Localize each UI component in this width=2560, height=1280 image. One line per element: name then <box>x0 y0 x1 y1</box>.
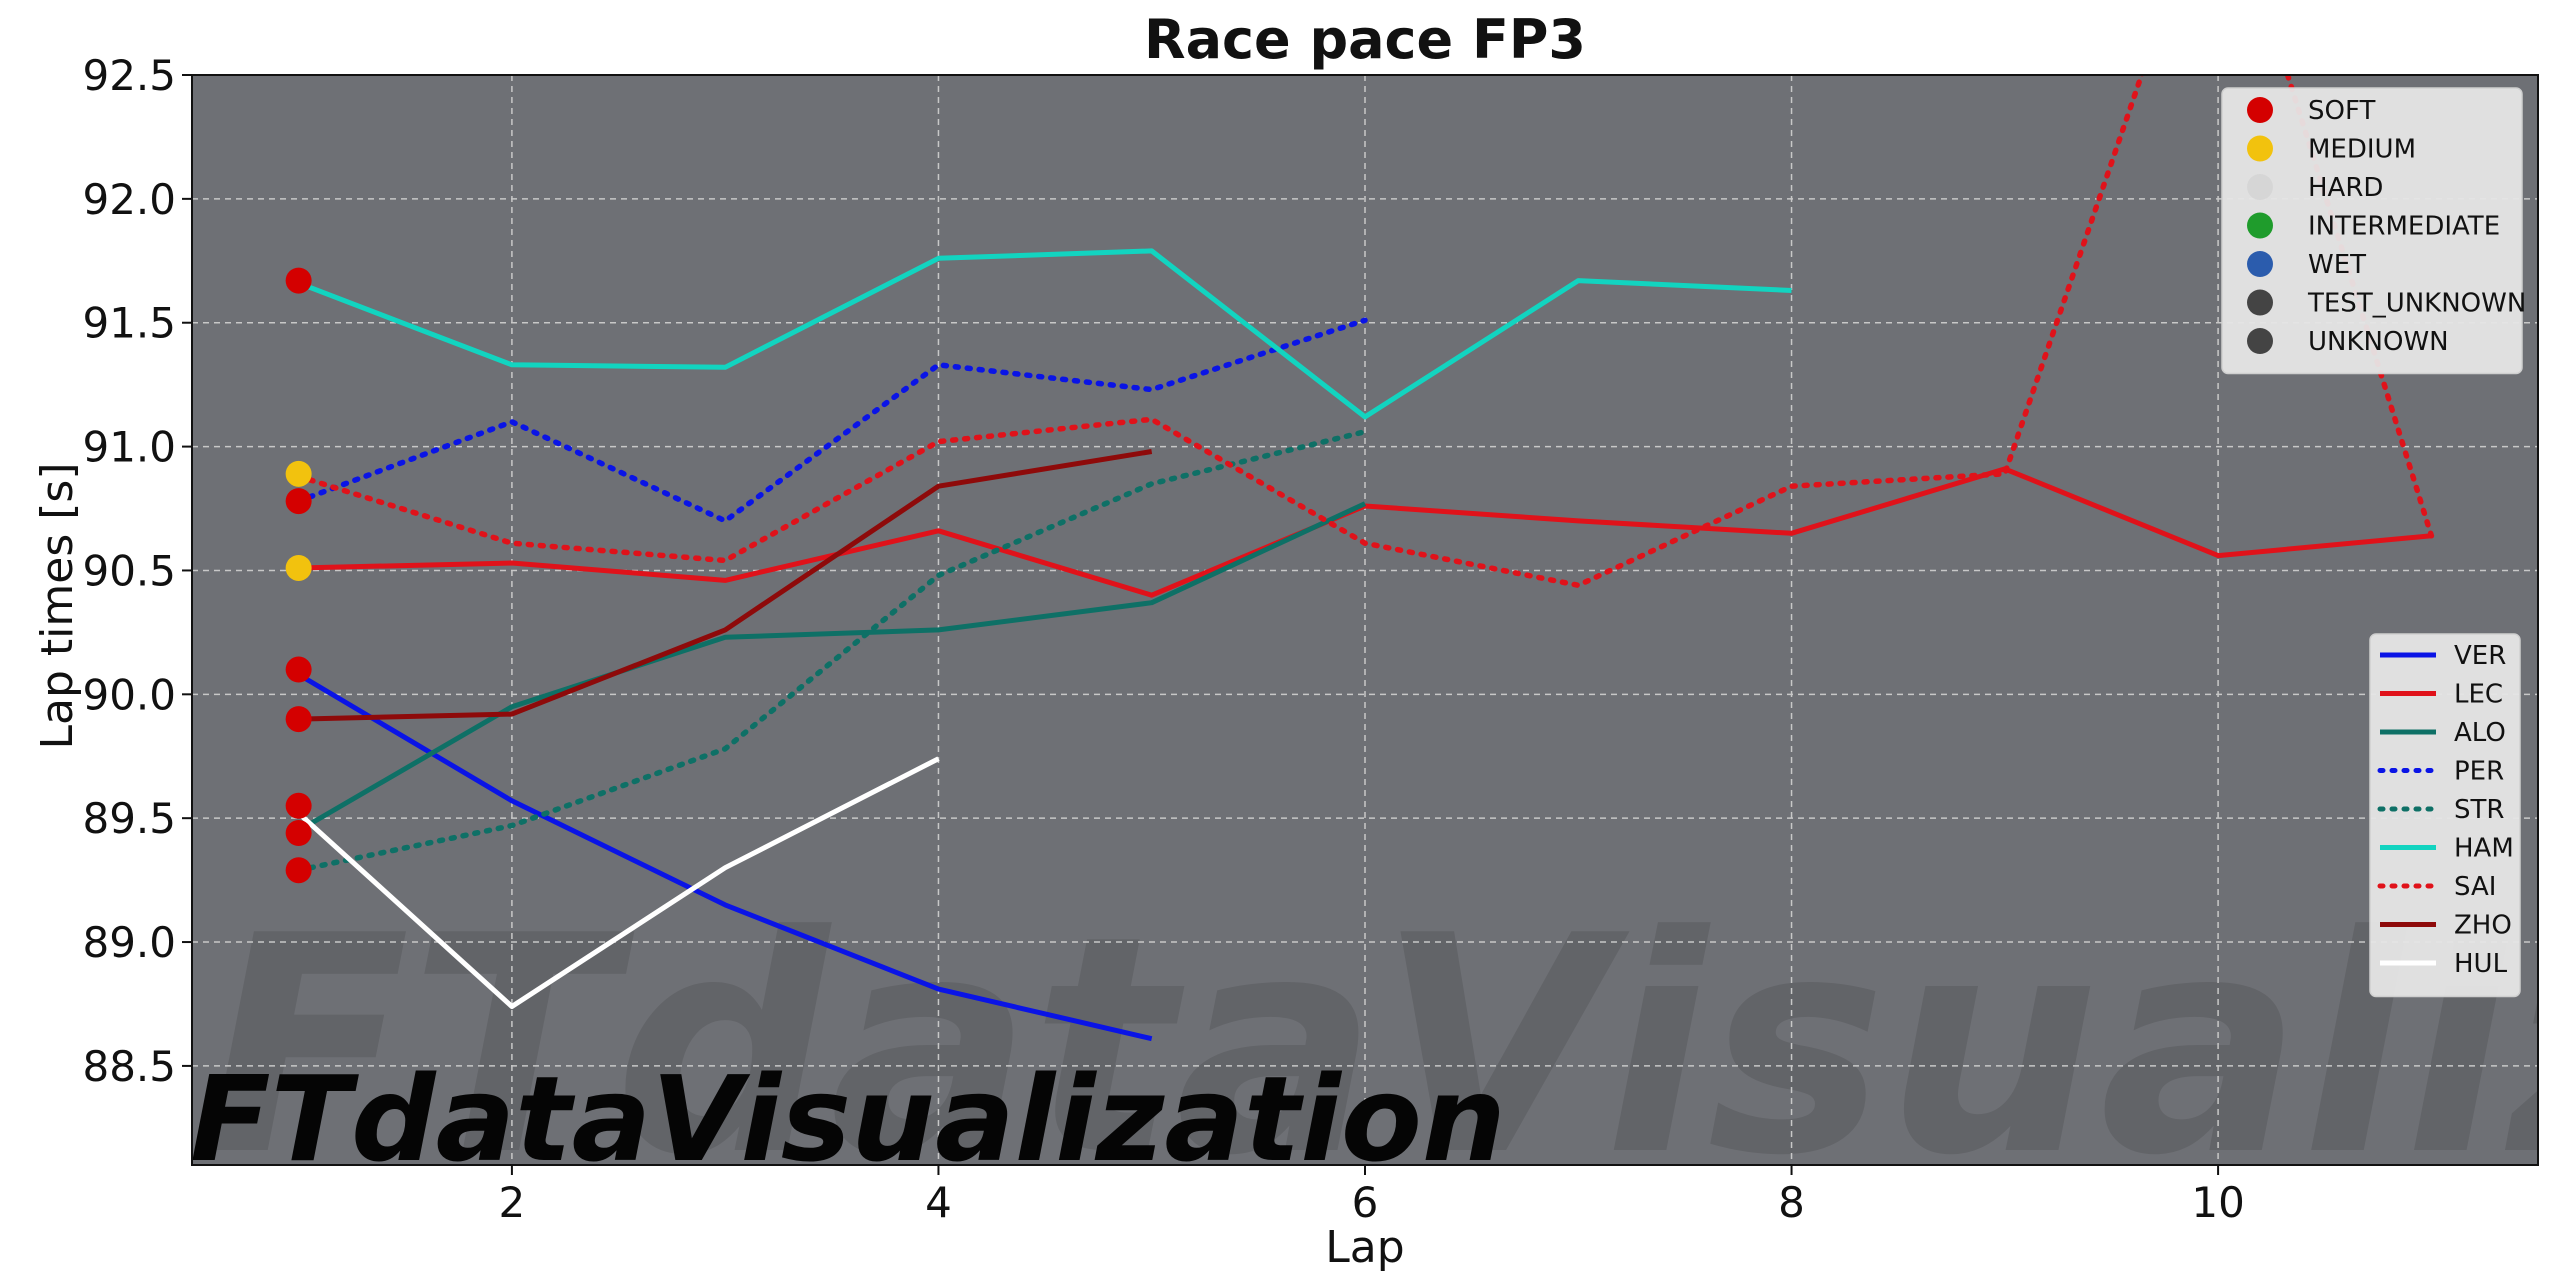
x-tick-label: 6 <box>1352 1178 1379 1227</box>
tyre-legend-swatch-hard <box>2247 174 2273 200</box>
tyre-legend-swatch-medium <box>2247 135 2273 162</box>
chart-title: Race pace FP3 <box>1144 8 1586 71</box>
driver-legend-label-ham: HAM <box>2454 834 2514 864</box>
watermark-background: FTdataVisualization <box>205 872 2560 1221</box>
tyre-markers <box>285 267 312 884</box>
driver-legend-box <box>2369 633 2521 998</box>
driver-legend-label-sai: SAI <box>2454 872 2496 902</box>
tyre-legend-label-unknown: UNKNOWN <box>2308 327 2449 357</box>
x-tick-label: 2 <box>499 1178 526 1227</box>
tyre-marker-medium <box>285 554 312 581</box>
driver-legend: VER LEC ALO PER STR HAM SAI ZHO HUL <box>2369 633 2521 998</box>
tyre-legend-label-medium: MEDIUM <box>2308 135 2416 165</box>
y-tick-label: 92.5 <box>82 51 176 100</box>
tyre-marker-soft <box>285 706 312 733</box>
watermark-text-background: FTdataVisualization <box>205 872 2560 1221</box>
driver-legend-label-lec: LEC <box>2454 680 2503 710</box>
tyre-legend-swatch-intermediate <box>2247 212 2273 239</box>
series-line-ver <box>297 672 1153 1042</box>
tyre-compound-legend: SOFT MEDIUM HARD INTERMEDIATE WET TEST_UNKNOW… <box>2221 87 2526 375</box>
y-axis-label: Lap times [s] <box>32 463 83 750</box>
tyre-marker-soft <box>285 267 312 294</box>
series-line-per <box>295 317 1368 524</box>
tyre-marker-soft <box>285 857 312 884</box>
series-line-hul <box>296 756 940 1009</box>
series-line-sai <box>295 75 2435 589</box>
tyre-marker-soft <box>285 792 312 819</box>
series-line-ham <box>297 248 1792 420</box>
tyre-legend-swatch-soft <box>2247 97 2273 123</box>
y-tick-label: 90.0 <box>82 670 176 719</box>
y-tick-label: 91.5 <box>82 299 176 348</box>
y-tick-label: 89.5 <box>82 794 176 843</box>
tyre-legend-label-intermediate: INTERMEDIATE <box>2308 212 2500 242</box>
tyre-legend-label-hard: HARD <box>2308 173 2383 203</box>
x-axis-label: Lap <box>1325 1222 1404 1273</box>
x-tick-label: 10 <box>2191 1178 2244 1227</box>
driver-legend-label-alo: ALO <box>2454 718 2506 748</box>
series-lines <box>295 75 2435 1042</box>
watermark-text: FTdataVisualization <box>190 1050 1506 1188</box>
series-line-alo <box>297 501 1367 833</box>
tyre-legend-swatch-wet <box>2247 251 2273 277</box>
tyre-legend-label-test_unknown: TEST_UNKNOWN <box>2307 289 2526 319</box>
tyre-marker-soft <box>285 488 312 515</box>
series-line-zho <box>298 449 1153 722</box>
driver-legend-label-ver: VER <box>2454 641 2506 671</box>
series-line-str <box>295 428 1368 873</box>
axis-ticks: 2 4 6 8 10 88.5 89.0 89.5 90.0 90.5 91.0 91.5 92.0 92… <box>82 51 2244 1227</box>
x-tick-label: 8 <box>1778 1178 1805 1227</box>
tyre-legend-swatch-unknown <box>2247 328 2273 354</box>
tyre-legend-box <box>2221 87 2523 375</box>
y-tick-label: 92.0 <box>82 175 176 224</box>
tyre-marker-medium <box>285 460 312 487</box>
tyre-marker-soft <box>285 820 312 847</box>
tyre-legend-label-wet: WET <box>2308 250 2366 280</box>
y-tick-label: 89.0 <box>82 918 176 967</box>
tyre-legend-label-soft: SOFT <box>2308 96 2375 126</box>
tyre-legend-swatch-test_unknown <box>2247 289 2273 316</box>
tyre-marker-soft <box>285 656 312 683</box>
watermark-foreground: FTdataVisualization <box>190 1050 1506 1188</box>
y-tick-label: 91.0 <box>82 423 176 472</box>
y-tick-label: 88.5 <box>82 1042 176 1091</box>
x-tick-label: 4 <box>925 1178 952 1227</box>
y-tick-label: 90.5 <box>82 546 176 595</box>
driver-legend-label-hul: HUL <box>2454 949 2508 979</box>
driver-legend-label-per: PER <box>2454 757 2504 787</box>
driver-legend-label-zho: ZHO <box>2454 911 2512 941</box>
driver-legend-label-str: STR <box>2454 795 2504 825</box>
